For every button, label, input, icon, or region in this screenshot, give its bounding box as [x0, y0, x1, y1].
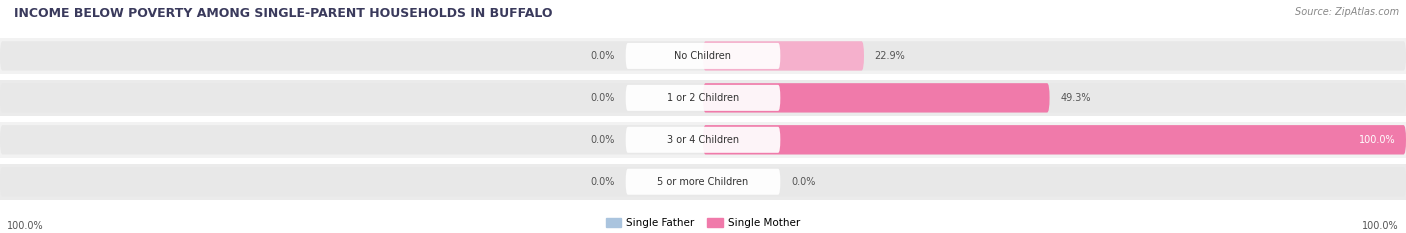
FancyBboxPatch shape [626, 85, 780, 111]
Text: 0.0%: 0.0% [591, 93, 616, 103]
Text: 0.0%: 0.0% [591, 135, 616, 145]
Text: 1 or 2 Children: 1 or 2 Children [666, 93, 740, 103]
FancyBboxPatch shape [0, 38, 1406, 74]
FancyBboxPatch shape [0, 125, 1406, 154]
FancyBboxPatch shape [626, 169, 780, 195]
Text: 100.0%: 100.0% [1358, 135, 1395, 145]
Text: 0.0%: 0.0% [790, 177, 815, 187]
FancyBboxPatch shape [626, 127, 780, 153]
Text: 100.0%: 100.0% [1362, 221, 1399, 231]
Text: 3 or 4 Children: 3 or 4 Children [666, 135, 740, 145]
FancyBboxPatch shape [0, 164, 1406, 200]
Text: 22.9%: 22.9% [875, 51, 905, 61]
FancyBboxPatch shape [703, 41, 863, 71]
FancyBboxPatch shape [0, 41, 1406, 71]
FancyBboxPatch shape [626, 43, 780, 69]
FancyBboxPatch shape [0, 122, 1406, 158]
Text: INCOME BELOW POVERTY AMONG SINGLE-PARENT HOUSEHOLDS IN BUFFALO: INCOME BELOW POVERTY AMONG SINGLE-PARENT… [14, 7, 553, 20]
FancyBboxPatch shape [703, 125, 1406, 154]
FancyBboxPatch shape [0, 80, 1406, 116]
Text: 100.0%: 100.0% [7, 221, 44, 231]
Text: 0.0%: 0.0% [591, 51, 616, 61]
Text: 5 or more Children: 5 or more Children [658, 177, 748, 187]
Text: 49.3%: 49.3% [1060, 93, 1091, 103]
FancyBboxPatch shape [703, 83, 1049, 113]
Legend: Single Father, Single Mother: Single Father, Single Mother [606, 218, 800, 228]
Text: No Children: No Children [675, 51, 731, 61]
Text: 0.0%: 0.0% [591, 177, 616, 187]
FancyBboxPatch shape [0, 167, 1406, 196]
Text: Source: ZipAtlas.com: Source: ZipAtlas.com [1295, 7, 1399, 17]
FancyBboxPatch shape [0, 83, 1406, 113]
